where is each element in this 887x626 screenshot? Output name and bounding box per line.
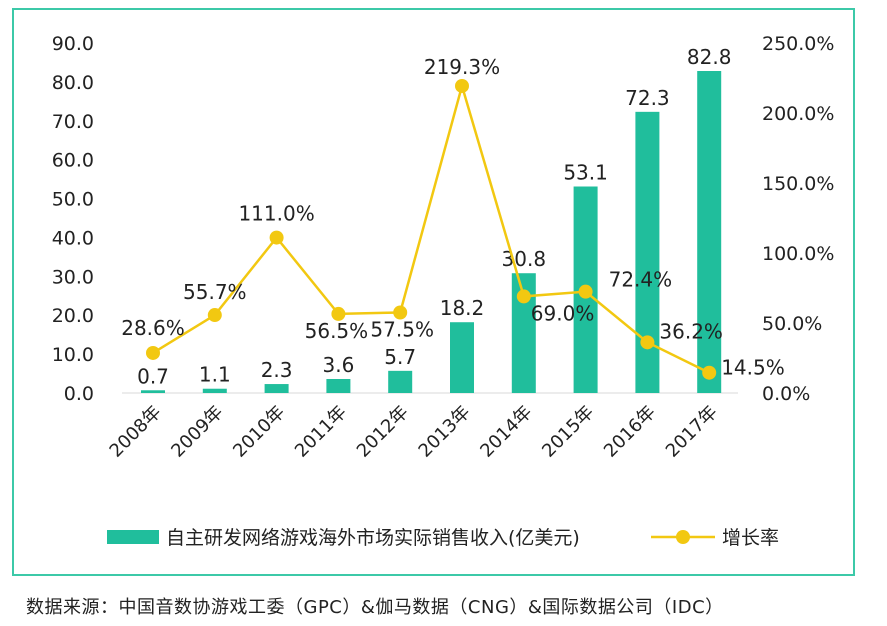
y-right-tick-label: 150.0% (762, 173, 834, 195)
x-tick-label: 2016年 (600, 402, 660, 462)
bar-value-label: 0.7 (137, 364, 169, 388)
growth-rate-label: 111.0% (238, 202, 314, 226)
bar-2008年 (141, 390, 165, 393)
x-tick-label: 2008年 (106, 402, 166, 462)
growth-rate-label: 56.5% (305, 319, 369, 343)
bar-value-label: 5.7 (384, 345, 416, 369)
growth-rate-label: 69.0% (531, 301, 595, 325)
growth-rate-point (516, 289, 531, 304)
legend-label-line: 增长率 (722, 527, 779, 549)
source-note: 数据来源：中国音数协游戏工委（GPC）&伽马数据（CNG）&国际数据公司（IDC… (26, 597, 724, 618)
y-left-tick-label: 50.0 (52, 189, 94, 211)
growth-rate-label: 28.6% (121, 316, 185, 340)
bar-2012年 (388, 370, 413, 393)
bar-2009年 (202, 388, 227, 393)
legend-swatch-bar (107, 530, 159, 544)
x-tick-label: 2017年 (662, 402, 722, 462)
x-tick-label: 2015年 (538, 402, 598, 462)
growth-rate-label: 36.2% (659, 319, 723, 343)
x-tick-label: 2014年 (476, 402, 536, 462)
growth-rate-point (455, 78, 469, 93)
y-right-tick-label: 200.0% (762, 103, 834, 125)
y-left-tick-label: 80.0 (52, 72, 94, 94)
y-left-tick-label: 10.0 (52, 344, 94, 366)
x-tick-label: 2012年 (353, 402, 413, 462)
bar-2010年 (264, 384, 289, 393)
y-left-tick-label: 90.0 (52, 33, 94, 55)
bar-2011年 (326, 379, 351, 393)
growth-rate-point (331, 306, 346, 321)
bar-value-label: 53.1 (563, 161, 608, 185)
legend-label-bar: 自主研发网络游戏海外市场实际销售收入(亿美元) (166, 527, 580, 549)
y-left-tick-label: 0.0 (64, 383, 94, 405)
bar-value-label: 3.6 (322, 353, 354, 377)
growth-rate-point (146, 345, 160, 360)
growth-rate-label: 219.3% (424, 55, 500, 79)
growth-rate-point (640, 335, 655, 350)
x-tick-label: 2013年 (415, 402, 475, 462)
chart-frame (12, 8, 855, 576)
growth-rate-point (269, 230, 284, 245)
y-right-tick-label: 50.0% (762, 313, 822, 335)
bar-value-label: 82.8 (687, 45, 732, 69)
y-left-tick-label: 70.0 (52, 111, 94, 133)
y-right-tick-label: 250.0% (762, 33, 834, 55)
bar-value-label: 18.2 (440, 296, 485, 320)
x-tick-label: 2009年 (167, 402, 227, 462)
y-left-tick-label: 30.0 (52, 266, 94, 288)
legend-swatch-point (676, 530, 690, 544)
x-tick-label: 2010年 (229, 402, 289, 462)
growth-rate-label: 57.5% (370, 318, 434, 342)
y-left-tick-label: 40.0 (52, 227, 94, 249)
bar-2013年 (450, 322, 474, 393)
bar-value-label: 30.8 (502, 247, 547, 271)
bar-2016年 (635, 111, 660, 393)
y-left-tick-label: 20.0 (52, 305, 94, 327)
bar-value-label: 1.1 (199, 363, 231, 387)
growth-rate-label: 72.4% (609, 268, 673, 292)
growth-rate-label: 14.5% (721, 356, 785, 380)
y-right-tick-label: 100.0% (762, 243, 834, 265)
growth-rate-point (578, 284, 593, 299)
growth-rate-label: 55.7% (183, 280, 247, 304)
growth-rate-point (207, 308, 222, 323)
growth-rate-point (702, 365, 717, 380)
growth-rate-line (152, 81, 710, 374)
y-right-tick-label: 0.0% (762, 383, 810, 405)
bar-2017年 (697, 71, 722, 393)
x-tick-label: 2011年 (291, 402, 351, 462)
bar-value-label: 2.3 (261, 358, 293, 382)
y-left-tick-label: 60.0 (52, 150, 94, 172)
growth-rate-point (393, 305, 408, 320)
bar-value-label: 72.3 (625, 86, 670, 110)
